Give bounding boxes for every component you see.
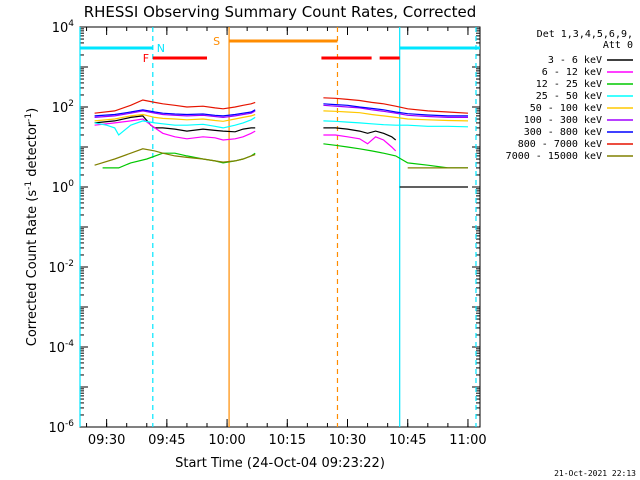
interval-label-n: N <box>157 42 165 55</box>
interval-label-f: F <box>143 52 149 65</box>
series-line-100-300-kev <box>94 110 256 119</box>
x-tick-label: 10:45 <box>389 433 426 448</box>
legend-header: Att 0 <box>603 40 633 51</box>
y-tick-exponent: -4 <box>65 339 74 349</box>
series-line-25-50-kev <box>323 120 469 128</box>
series-line-50-100-kev <box>323 110 469 122</box>
legend-label: 800 - 7000 keV <box>518 139 602 150</box>
y-tick-exponent: 0 <box>68 179 74 189</box>
legend-label: 25 - 50 keV <box>536 91 602 102</box>
chart-title: RHESSI Observing Summary Count Rates, Co… <box>84 3 477 21</box>
y-label-text: Corrected Count Rate (s <box>25 190 40 347</box>
series-line-300-800-kev <box>94 109 256 117</box>
y-tick-label: 102 <box>52 99 74 116</box>
series-line-3-6-kev <box>323 127 397 141</box>
series-line-3-6-kev <box>94 115 256 133</box>
y-tick-label: 100 <box>52 179 75 196</box>
plot-area: 09:30 09:45 10:00 10:15 10:30 10:45 11:0010-61… <box>24 19 487 448</box>
y-tick-base: 10 <box>52 21 69 36</box>
y-label-superscript: -1 <box>24 181 34 190</box>
series-line-100-300-kev <box>323 104 468 119</box>
y-label-text: detector <box>25 121 40 181</box>
x-tick-label: 10:00 <box>208 433 245 448</box>
y-tick-label: 10-2 <box>48 259 74 276</box>
y-tick-label: 104 <box>52 19 75 36</box>
legend-label: 7000 - 15000 keV <box>506 151 602 162</box>
y-tick-label: 10-4 <box>48 339 74 356</box>
x-tick-label: 09:30 <box>88 433 125 448</box>
series-line-7000-15000-kev <box>94 148 256 166</box>
y-tick-exponent: -2 <box>65 259 74 269</box>
y-tick-base: 10 <box>48 421 65 436</box>
x-tick-label: 10:30 <box>329 433 366 448</box>
series-line-6-12-kev <box>323 134 397 152</box>
series-line-25-50-kev <box>94 116 256 136</box>
x-axis-label: Start Time (24-Oct-04 09:23:22) <box>175 456 385 471</box>
y-tick-exponent: -6 <box>65 419 74 429</box>
legend-label: 100 - 300 keV <box>524 115 602 126</box>
legend-label: 6 - 12 keV <box>542 67 602 78</box>
y-tick-label: 10-6 <box>48 419 74 436</box>
series-line-300-800-kev <box>323 103 468 117</box>
legend-label: 12 - 25 keV <box>536 79 602 90</box>
y-label-superscript: -1 <box>24 113 34 122</box>
legend-label: 300 - 800 keV <box>524 127 602 138</box>
legend-label: 3 - 6 keV <box>548 55 602 66</box>
interval-label-s: S <box>213 35 220 48</box>
y-tick-base: 10 <box>52 101 69 116</box>
y-tick-base: 10 <box>48 261 65 276</box>
series-line-6-12-kev <box>94 118 256 141</box>
y-axis-label: Corrected Count Rate (s-1 detector-1) <box>24 108 40 346</box>
y-tick-exponent: 2 <box>68 99 74 109</box>
series-line-800-7000-kev <box>94 99 256 114</box>
y-tick-base: 10 <box>52 181 69 196</box>
y-tick-exponent: 4 <box>68 19 74 29</box>
footer-timestamp: 21-Oct-2021 22:13 <box>554 469 636 478</box>
series-line-800-7000-kev <box>323 97 469 114</box>
x-tick-label: 11:00 <box>449 433 486 448</box>
y-tick-base: 10 <box>48 341 65 356</box>
x-tick-label: 10:15 <box>269 433 306 448</box>
legend-label: 50 - 100 keV <box>530 103 602 114</box>
legend-header: Det 1,3,4,5,6,9, <box>537 29 633 40</box>
y-label-text: ) <box>25 108 40 113</box>
x-tick-label: 09:45 <box>148 433 185 448</box>
series-line-50-100-kev <box>94 113 256 122</box>
series-line-12-25-kev <box>323 143 468 169</box>
